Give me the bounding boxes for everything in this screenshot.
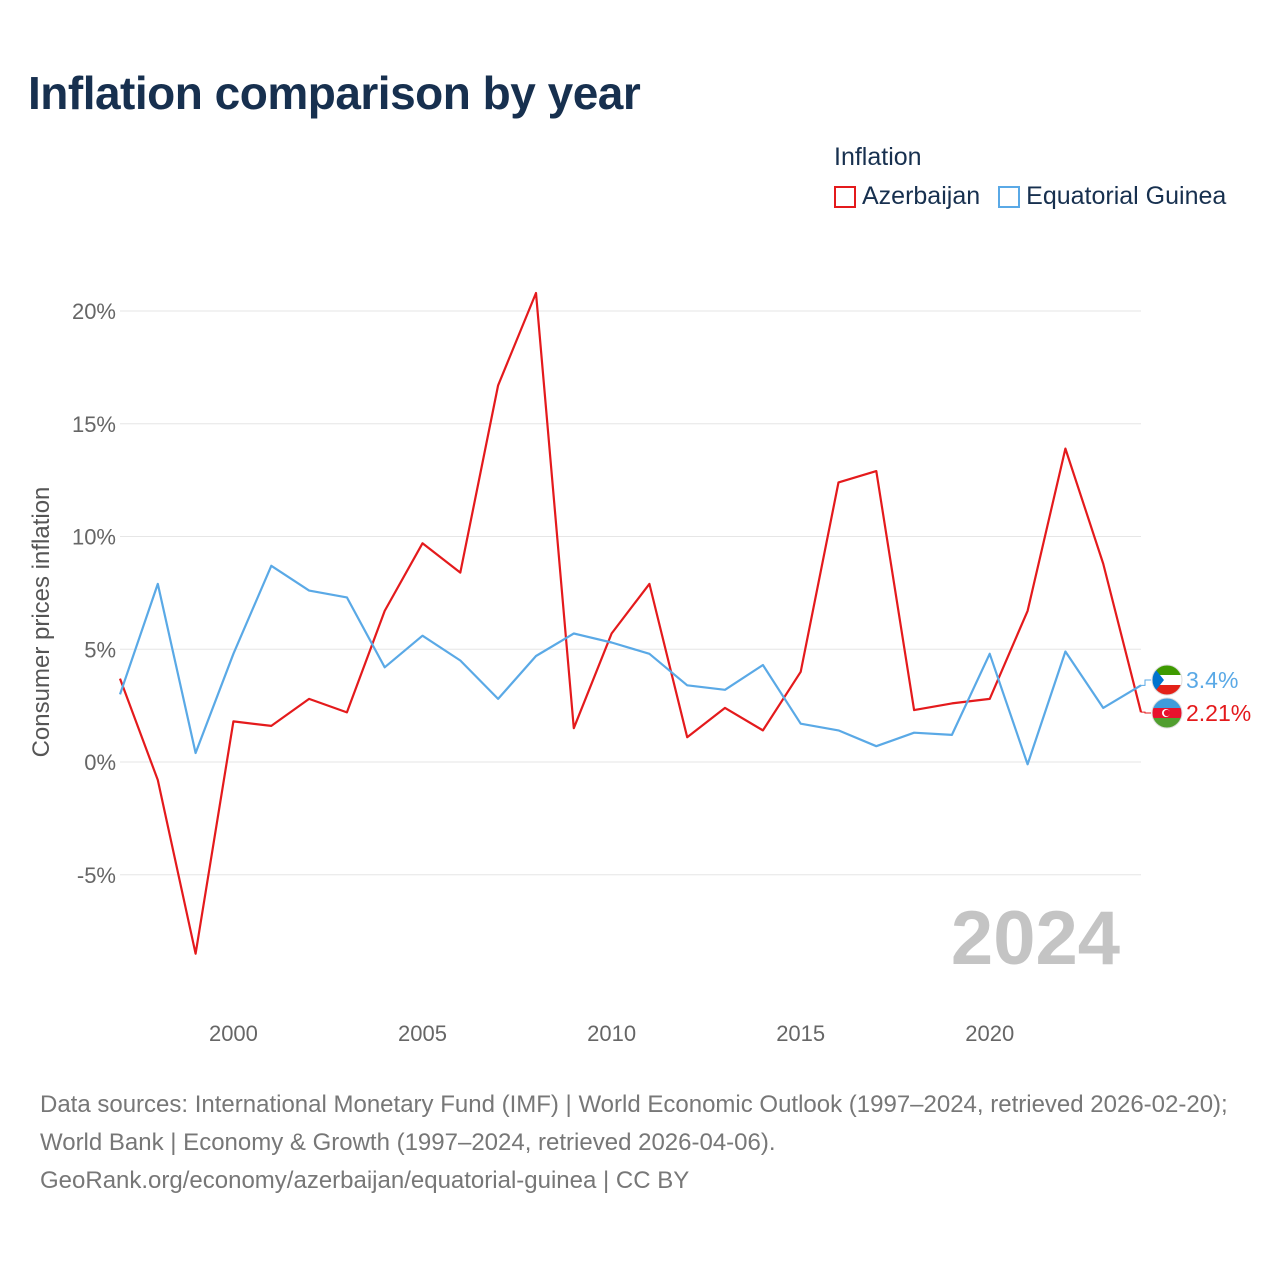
legend: Inflation Azerbaijan Equatorial Guinea	[834, 143, 1226, 211]
y-tick-label: 20%	[72, 299, 116, 324]
footer: Data sources: International Monetary Fun…	[40, 1086, 1245, 1200]
flag-azerbaijan-icon	[1151, 697, 1183, 729]
x-tick-label: 2015	[776, 1021, 825, 1046]
legend-swatch-equatorial-guinea	[998, 185, 1021, 208]
y-tick-label: -5%	[77, 863, 116, 888]
x-tick-label: 2005	[398, 1021, 447, 1046]
data-sources: Data sources: International Monetary Fun…	[40, 1091, 1228, 1156]
credit-link[interactable]: GeoRank.org/economy/azerbaijan/equatoria…	[40, 1167, 690, 1194]
y-tick-label: 10%	[72, 525, 116, 550]
series-line-equatorial-guinea[interactable]	[118, 564, 1142, 766]
x-tick-label: 2010	[587, 1021, 636, 1046]
legend-title: Inflation	[834, 143, 922, 171]
year-watermark: 2024	[951, 896, 1120, 981]
series-line-azerbaijan[interactable]	[118, 291, 1143, 955]
y-tick-label: 5%	[84, 637, 116, 662]
y-tick-label: 15%	[72, 412, 116, 437]
end-connector-equatorial-guinea	[1141, 679, 1151, 686]
legend-item-azerbaijan[interactable]: Azerbaijan	[834, 182, 980, 211]
x-tick-label: 2020	[965, 1021, 1014, 1046]
line-chart: 2024 20% 15% 10% 5% 0% -5% 2000 2005 2010 2015 202…	[72, 291, 1251, 1046]
end-connector-azerbaijan	[1141, 711, 1151, 714]
legend-item-equatorial-guinea[interactable]: Equatorial Guinea	[998, 182, 1226, 211]
legend-swatch-azerbaijan	[834, 185, 856, 208]
x-tick-label: 2000	[209, 1021, 258, 1046]
end-label-azerbaijan: 2.21%	[1186, 700, 1251, 726]
legend-label-equatorial-guinea: Equatorial Guinea	[1026, 182, 1227, 210]
end-label-equatorial-guinea: 3.4%	[1186, 667, 1238, 693]
flag-equatorial-guinea-icon	[1151, 664, 1183, 696]
y-tick-label: 0%	[84, 750, 116, 775]
legend-label-azerbaijan: Azerbaijan	[862, 182, 981, 210]
chart-title: Inflation comparison by year	[28, 67, 641, 119]
